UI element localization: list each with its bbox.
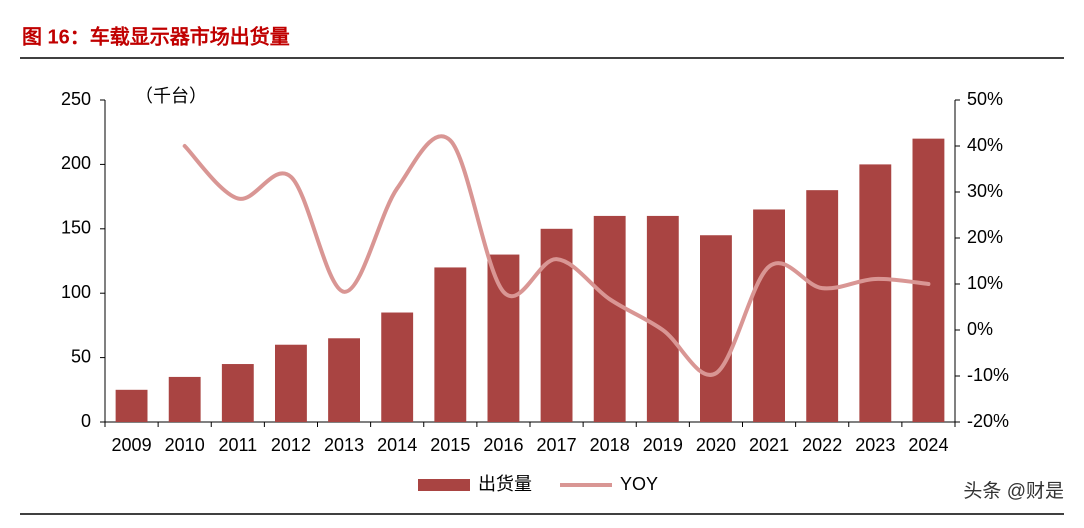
y2-tick-label: 20% [967,227,1003,247]
x-tick-label: 2016 [483,435,523,455]
bar [806,190,839,422]
x-tick-label: 2020 [696,435,736,455]
y-tick-label: 50 [71,346,91,366]
bar [381,312,414,422]
line [182,134,931,377]
y-tick-label: 250 [61,89,91,109]
x-tick-label: 2023 [855,435,895,455]
bar [275,344,307,422]
x-tick-label: 2017 [537,435,577,455]
y2-tick-label: 40% [967,135,1003,155]
legend-label: 出货量 [478,474,532,494]
x-tick-label: 2021 [749,435,789,455]
bar [753,209,785,422]
bar [168,376,201,422]
bar [328,338,360,422]
y2-tick-label: -10% [967,365,1009,385]
y-tick-label: 0 [81,411,91,431]
watermark: 头条 @财是 [963,480,1064,502]
bar [859,164,892,422]
x-tick-label: 2024 [908,435,948,455]
x-tick-label: 2010 [165,435,205,455]
x-tick-label: 2014 [377,435,417,455]
x-tick-label: 2019 [643,435,683,455]
x-tick-label: 2012 [271,435,311,455]
y2-tick-label: 10% [967,273,1003,293]
bar [593,215,626,422]
chart-title: 图 16：车载显示器市场出货量 [22,24,290,48]
bar [912,138,945,422]
x-tick-label: 2022 [802,435,842,455]
bar [646,215,679,422]
y-axis-unit: （千台） [135,86,207,106]
x-tick-label: 2015 [430,435,470,455]
bar [487,254,520,422]
x-tick-label: 2011 [218,435,257,455]
bar [434,267,467,422]
x-tick-label: 2009 [112,435,152,455]
x-tick-label: 2013 [324,435,364,455]
y-tick-label: 100 [61,282,91,302]
y2-tick-label: 0% [967,319,993,339]
bar [221,364,254,422]
bar [115,389,148,422]
legend-swatch [418,479,470,491]
legend-label: YOY [620,474,658,494]
y2-tick-label: -20% [967,411,1009,431]
y-tick-label: 150 [61,218,91,238]
x-tick-label: 2018 [590,435,630,455]
y-tick-label: 200 [61,153,91,173]
bar [700,235,732,422]
y2-tick-label: 50% [967,89,1003,109]
y2-tick-label: 30% [967,181,1003,201]
